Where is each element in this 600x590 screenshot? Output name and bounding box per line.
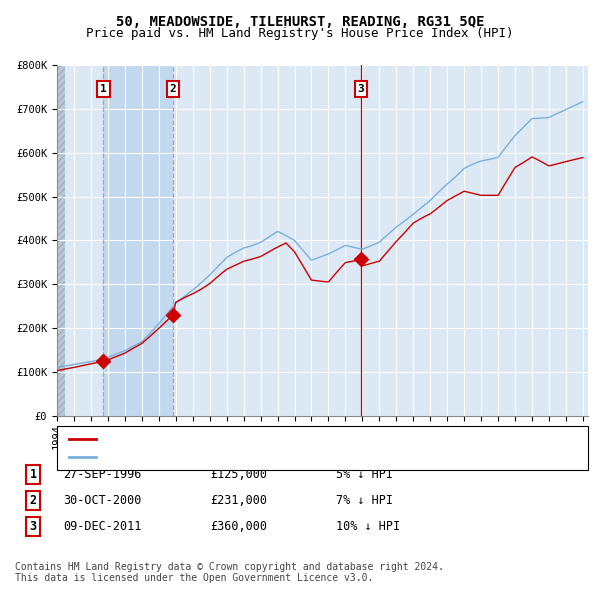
Text: 50, MEADOWSIDE, TILEHURST, READING, RG31 5QE (detached house): 50, MEADOWSIDE, TILEHURST, READING, RG31… <box>102 434 514 444</box>
Bar <box>103 65 173 416</box>
Text: 27-SEP-1996: 27-SEP-1996 <box>63 468 142 481</box>
Text: Contains HM Land Registry data © Crown copyright and database right 2024.
This d: Contains HM Land Registry data © Crown c… <box>15 562 444 584</box>
Text: 7% ↓ HPI: 7% ↓ HPI <box>336 494 393 507</box>
Text: HPI: Average price, detached house, West Berkshire: HPI: Average price, detached house, West… <box>102 452 439 461</box>
Text: £360,000: £360,000 <box>210 520 267 533</box>
Text: 50, MEADOWSIDE, TILEHURST, READING, RG31 5QE: 50, MEADOWSIDE, TILEHURST, READING, RG31… <box>116 15 484 29</box>
Text: Price paid vs. HM Land Registry's House Price Index (HPI): Price paid vs. HM Land Registry's House … <box>86 27 514 40</box>
Text: 3: 3 <box>29 520 37 533</box>
Text: 5% ↓ HPI: 5% ↓ HPI <box>336 468 393 481</box>
Text: 2: 2 <box>29 494 37 507</box>
Text: 30-OCT-2000: 30-OCT-2000 <box>63 494 142 507</box>
Text: £125,000: £125,000 <box>210 468 267 481</box>
Text: 10% ↓ HPI: 10% ↓ HPI <box>336 520 400 533</box>
Bar <box>57 65 65 416</box>
Text: 1: 1 <box>29 468 37 481</box>
Text: £231,000: £231,000 <box>210 494 267 507</box>
Text: 1: 1 <box>100 84 107 94</box>
Text: 3: 3 <box>358 84 365 94</box>
Text: 09-DEC-2011: 09-DEC-2011 <box>63 520 142 533</box>
Text: 2: 2 <box>169 84 176 94</box>
